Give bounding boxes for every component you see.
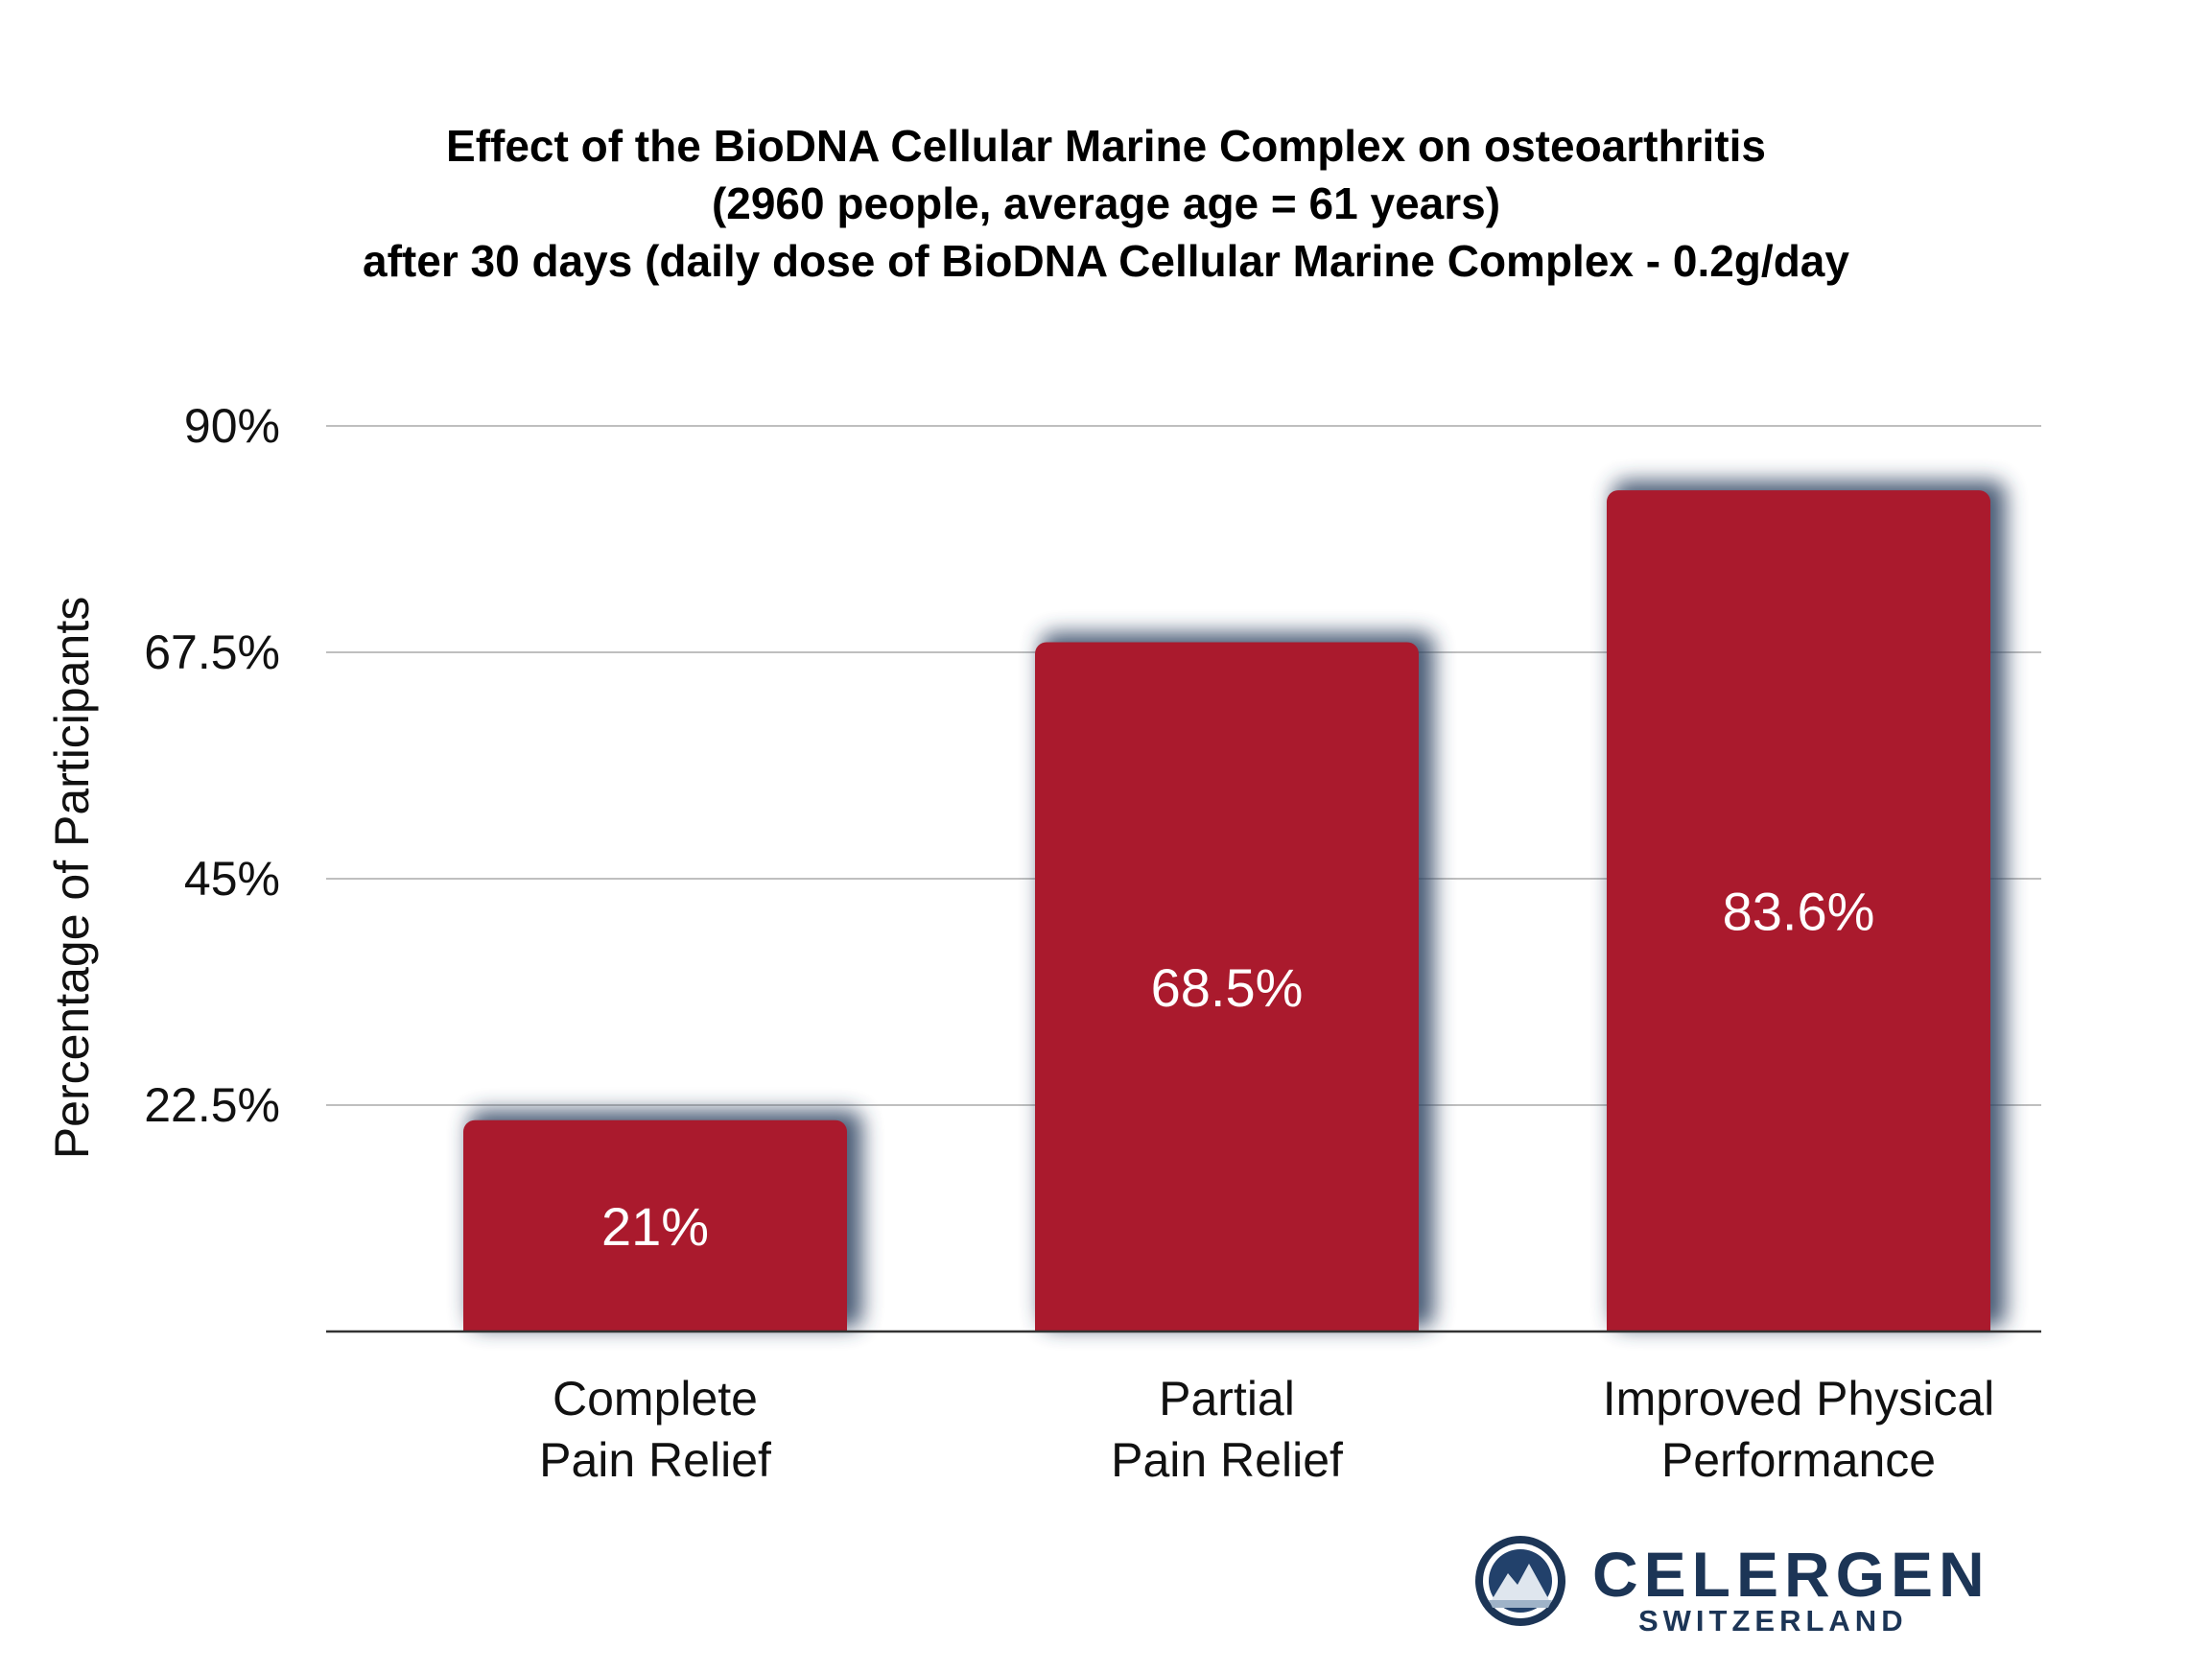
bar-3: 83.6% (1607, 481, 2006, 1331)
y-tick-label: 90% (184, 399, 280, 453)
x-category-label: Performance (1661, 1433, 1936, 1487)
title-line-2: (2960 people, average age = 61 years) (712, 178, 1500, 228)
title-line-1: Effect of the BioDNA Cellular Marine Com… (446, 121, 1766, 171)
celergen-logo: CELERGEN SWITZERLAND (1475, 1536, 1990, 1638)
bar-base (463, 1312, 847, 1331)
bar-base (1035, 1312, 1419, 1331)
x-category-label: Complete (553, 1372, 758, 1426)
bar-2: 68.5% (1035, 632, 1434, 1331)
y-tick-label: 22.5% (144, 1078, 280, 1132)
bar-rect (1035, 642, 1419, 1331)
y-axis-ticks: 22.5% 45% 67.5% 90% (144, 399, 280, 1132)
x-category-label: Partial (1159, 1372, 1295, 1426)
bar-value-label: 68.5% (1151, 957, 1304, 1018)
x-axis-categories: Complete Pain Relief Partial Pain Relief Imp… (539, 1372, 1994, 1487)
bar-rect (463, 1119, 847, 1331)
y-tick-label: 67.5% (144, 625, 280, 679)
title-line-3: after 30 days (daily dose of BioDNA Cell… (363, 236, 1849, 286)
bars: 21% 68.5% 83.6% (463, 481, 2006, 1331)
y-axis-title: Percentage of Participants (45, 597, 99, 1159)
logo-subtitle: SWITZERLAND (1638, 1604, 1908, 1638)
bar-value-label: 83.6% (1723, 882, 1875, 942)
mountain-globe-icon (1475, 1536, 1565, 1626)
bar-1: 21% (463, 1110, 862, 1331)
y-tick-label: 45% (184, 852, 280, 906)
bar-rect (1607, 490, 1990, 1331)
x-category-label: Pain Relief (1111, 1433, 1343, 1487)
x-category-label: Improved Physical (1603, 1372, 1995, 1426)
chart-title: Effect of the BioDNA Cellular Marine Com… (363, 121, 1849, 286)
x-category-label: Pain Relief (539, 1433, 771, 1487)
logo-name: CELERGEN (1592, 1539, 1990, 1610)
bar-base (1607, 1312, 1990, 1331)
bar-value-label: 21% (601, 1196, 709, 1257)
